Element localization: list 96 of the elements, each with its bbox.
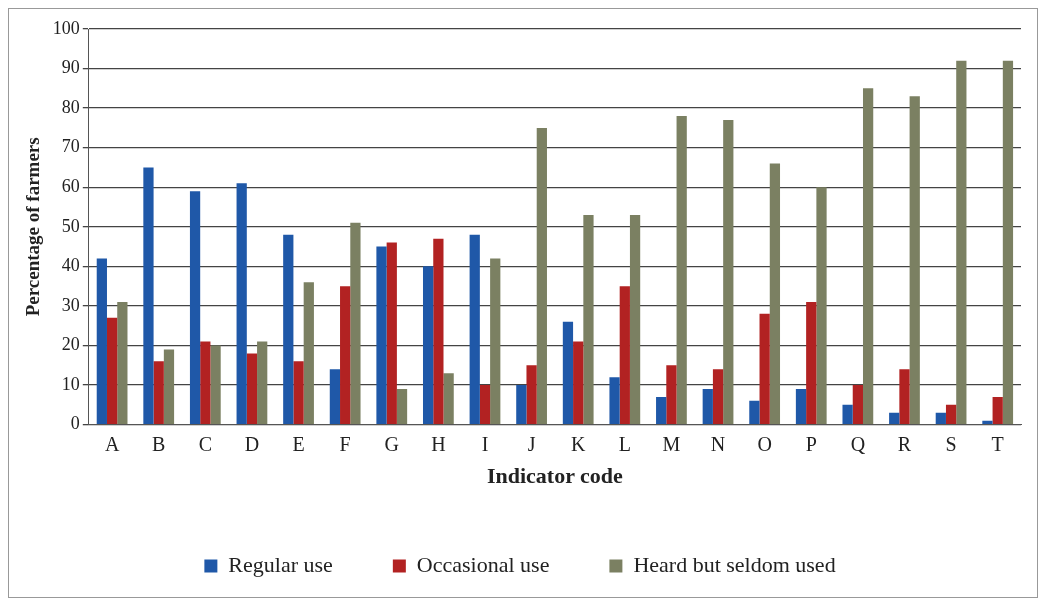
y-tick-label: 60: [61, 175, 80, 196]
x-tick-label: F: [339, 432, 351, 455]
bar: [236, 183, 247, 424]
bar: [842, 404, 853, 424]
x-tick-label: A: [104, 432, 120, 455]
x-tick-label: T: [991, 432, 1004, 455]
x-tick-label: E: [292, 432, 305, 455]
legend-label: Heard but seldom used: [633, 551, 836, 577]
bar: [702, 389, 713, 424]
bar: [945, 404, 957, 424]
x-tick-label: N: [710, 432, 726, 455]
bar: [350, 222, 361, 424]
bar: [386, 242, 397, 424]
bar: [469, 234, 480, 424]
x-tick-label: J: [527, 432, 536, 455]
bar: [210, 345, 221, 424]
bar: [676, 116, 687, 424]
bar: [422, 266, 434, 424]
x-tick-label: K: [570, 432, 586, 455]
bar: [816, 187, 827, 424]
bar: [852, 385, 863, 424]
bar: [889, 412, 900, 424]
bar: [806, 301, 817, 424]
legend-label: Regular use: [228, 551, 333, 577]
bar: [795, 389, 807, 424]
bar: [723, 119, 734, 424]
x-tick-label: Q: [850, 432, 866, 455]
bar: [666, 365, 677, 424]
y-tick-label: 40: [61, 255, 80, 276]
y-tick-label: 70: [61, 136, 80, 157]
x-tick-label: B: [152, 432, 166, 455]
bar: [303, 282, 314, 424]
x-tick-label: S: [945, 432, 957, 455]
bar: [749, 400, 760, 424]
bar: [526, 365, 537, 424]
bar: [935, 412, 946, 424]
x-tick-label: R: [897, 432, 912, 455]
bar: [573, 341, 584, 424]
bar: [433, 238, 444, 424]
x-tick-label: L: [618, 432, 631, 455]
bar: [96, 258, 107, 424]
x-axis-title: Indicator code: [486, 463, 624, 489]
bar: [106, 317, 118, 424]
x-tick-label: O: [757, 432, 772, 455]
y-tick-label: 100: [52, 17, 80, 38]
bar: [153, 361, 164, 424]
y-tick-label: 90: [61, 57, 80, 78]
bar: [516, 385, 527, 424]
bar: [656, 396, 667, 424]
bar: [536, 127, 547, 424]
x-tick-label: G: [384, 432, 399, 455]
bar: [909, 96, 920, 424]
bar: [712, 369, 724, 424]
bar: [257, 341, 268, 424]
bar: [562, 321, 574, 424]
bar: [982, 420, 993, 424]
bar: [329, 369, 341, 424]
bar: [490, 258, 501, 424]
bar: [956, 60, 967, 424]
bar: [117, 301, 128, 424]
bar: [759, 313, 770, 424]
bar: [862, 88, 874, 424]
bar: [293, 361, 304, 424]
bar: [769, 163, 781, 424]
x-tick-label: P: [805, 432, 817, 455]
y-tick-label: 30: [61, 294, 80, 315]
bar: [583, 214, 594, 424]
bar: [619, 286, 630, 424]
bar: [143, 167, 154, 424]
legend-label: Occasional use: [416, 551, 550, 577]
bar: [200, 341, 211, 424]
y-tick-label: 80: [61, 96, 80, 117]
bar: [396, 389, 408, 424]
bar: [1002, 60, 1014, 424]
bar: [609, 377, 620, 424]
bar: [163, 349, 175, 424]
x-tick-label: C: [198, 432, 212, 455]
bar: [340, 286, 351, 424]
y-tick-label: 20: [61, 334, 80, 355]
y-axis-title: Percentage of farmers: [22, 137, 44, 317]
y-tick-label: 0: [70, 413, 80, 434]
x-tick-label: M: [662, 432, 681, 455]
bar: [283, 234, 294, 424]
bar: [899, 369, 910, 424]
bar: [246, 353, 258, 424]
bar: [376, 246, 387, 424]
bar: [629, 214, 641, 424]
bar: [443, 373, 454, 424]
bar: [189, 191, 201, 424]
y-tick-label: 50: [61, 215, 80, 236]
y-tick-label: 10: [61, 373, 80, 394]
x-tick-label: H: [431, 432, 446, 455]
bar: [479, 385, 491, 424]
x-tick-label: D: [244, 432, 260, 455]
x-tick-label: I: [481, 432, 489, 455]
bar: [992, 396, 1003, 424]
